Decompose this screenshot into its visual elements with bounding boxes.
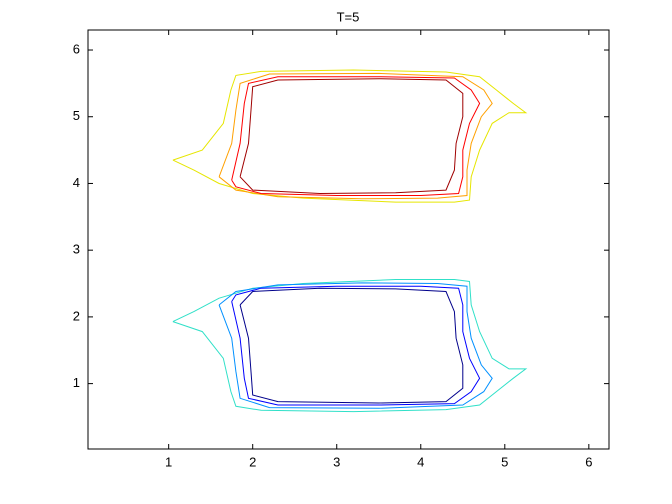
chart-title: T=5 bbox=[337, 9, 360, 24]
contour-line bbox=[239, 287, 464, 404]
contour-line bbox=[231, 76, 481, 196]
contour-line bbox=[231, 285, 481, 406]
plot-area bbox=[87, 29, 610, 450]
y-tick-label: 1 bbox=[73, 375, 80, 390]
y-tick-label: 2 bbox=[73, 308, 80, 323]
x-tick-label: 3 bbox=[333, 454, 340, 469]
contour-line bbox=[218, 282, 493, 409]
x-tick-label: 4 bbox=[417, 454, 424, 469]
y-tick-label: 3 bbox=[73, 242, 80, 257]
contour-line bbox=[218, 72, 493, 200]
x-tick-label: 6 bbox=[585, 454, 592, 469]
y-tick-label: 5 bbox=[73, 108, 80, 123]
x-tick-label: 5 bbox=[501, 454, 508, 469]
x-tick-label: 1 bbox=[165, 454, 172, 469]
x-tick-label: 2 bbox=[249, 454, 256, 469]
y-tick-label: 4 bbox=[73, 175, 80, 190]
y-tick-label: 6 bbox=[73, 41, 80, 56]
contour-line bbox=[239, 78, 464, 195]
